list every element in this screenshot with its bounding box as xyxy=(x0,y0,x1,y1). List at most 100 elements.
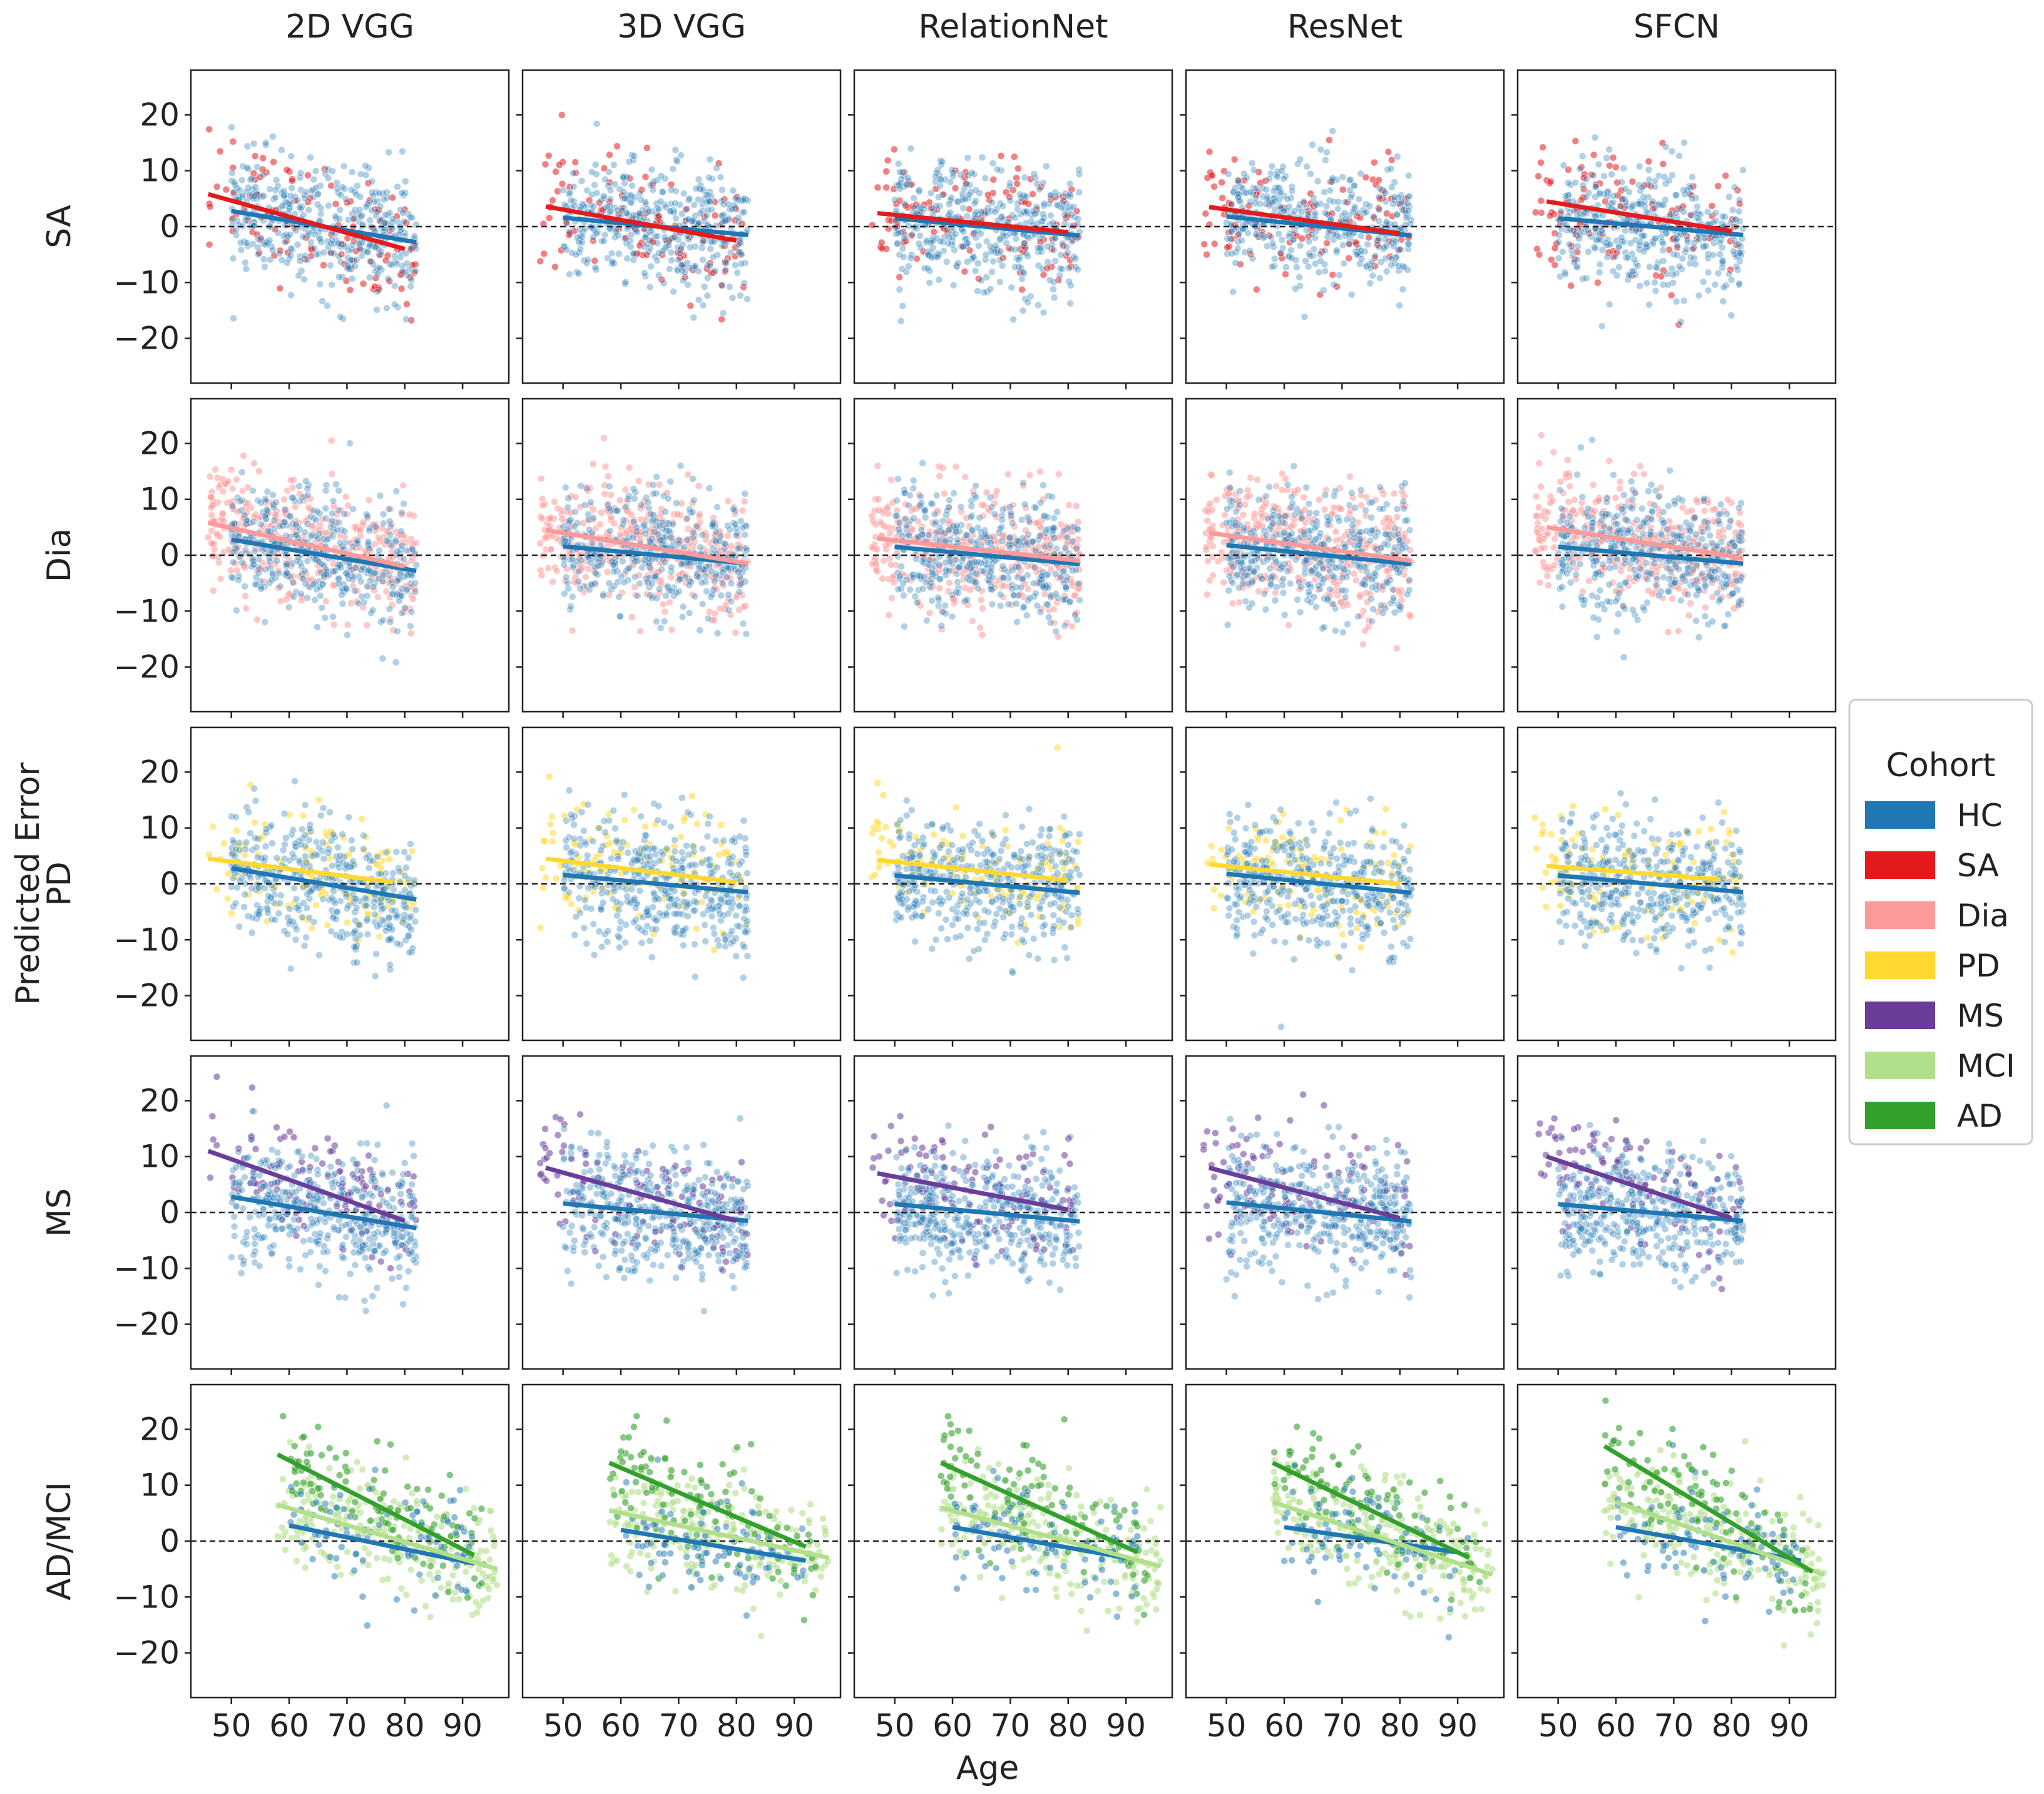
point-HC xyxy=(1555,238,1563,246)
point-HC xyxy=(1063,243,1071,251)
point-HC xyxy=(1637,187,1645,195)
point-HC xyxy=(1374,234,1382,242)
point-Dia xyxy=(1053,598,1061,607)
point-HC xyxy=(262,139,270,147)
point-HC xyxy=(1050,285,1057,294)
point-HC xyxy=(665,265,673,273)
point-HC xyxy=(1570,259,1578,267)
point-Dia xyxy=(603,568,611,576)
point-HC xyxy=(1618,178,1626,186)
point-SA xyxy=(552,168,560,176)
point-Dia xyxy=(655,481,663,489)
point-HC xyxy=(1309,141,1317,149)
point-HC xyxy=(1362,208,1371,216)
point-HC xyxy=(658,247,667,255)
point-HC xyxy=(1055,192,1063,200)
point-HC xyxy=(561,483,570,491)
point-HC xyxy=(349,573,357,580)
point-HC xyxy=(1403,213,1411,222)
point-HC xyxy=(1066,190,1074,198)
point-HC xyxy=(954,198,962,206)
point-HC xyxy=(1636,282,1644,290)
point-HC xyxy=(316,592,324,600)
point-HC xyxy=(268,491,277,499)
point-HC xyxy=(252,580,259,588)
point-HC xyxy=(382,537,391,545)
point-HC xyxy=(902,525,911,532)
point-Dia xyxy=(610,520,618,528)
point-HC xyxy=(954,259,962,267)
point-HC xyxy=(335,580,343,588)
regression-line-SA xyxy=(207,192,406,252)
point-HC xyxy=(1295,273,1304,281)
point-Dia xyxy=(635,572,643,579)
point-HC xyxy=(1736,249,1744,257)
point-HC xyxy=(641,200,650,208)
point-HC xyxy=(299,211,307,219)
point-HC xyxy=(1680,208,1688,216)
point-HC xyxy=(318,604,326,612)
point-HC xyxy=(722,266,730,274)
point-HC xyxy=(407,282,415,290)
point-HC xyxy=(630,256,638,264)
point-HC xyxy=(1277,249,1285,257)
point-HC xyxy=(329,497,337,505)
point-Dia xyxy=(659,600,667,608)
point-HC xyxy=(304,256,312,264)
point-HC xyxy=(996,525,1004,533)
point-SA xyxy=(874,183,882,192)
point-HC xyxy=(1287,254,1295,262)
point-HC xyxy=(1019,479,1027,487)
point-HC xyxy=(1036,185,1043,193)
point-Dia xyxy=(208,540,217,548)
point-HC xyxy=(741,531,749,539)
point-HC xyxy=(1052,627,1060,635)
point-HC xyxy=(1620,165,1628,172)
point-HC xyxy=(1048,240,1056,249)
point-Dia xyxy=(581,573,590,581)
point-HC xyxy=(923,237,931,245)
point-SA xyxy=(1026,175,1035,183)
point-HC xyxy=(972,186,979,194)
point-SA xyxy=(1029,190,1036,198)
point-Dia xyxy=(874,462,882,470)
point-HC xyxy=(1232,249,1240,256)
point-HC xyxy=(1346,176,1354,183)
point-HC xyxy=(996,256,1004,264)
point-HC xyxy=(322,566,330,574)
point-Dia xyxy=(1068,623,1076,630)
point-HC xyxy=(593,230,600,238)
point-HC xyxy=(601,231,609,239)
point-HC xyxy=(933,491,941,500)
point-HC xyxy=(250,222,258,230)
point-HC xyxy=(1396,302,1403,309)
point-HC xyxy=(1628,250,1636,258)
point-HC xyxy=(892,512,900,520)
point-HC xyxy=(944,239,953,247)
point-HC xyxy=(705,197,713,205)
point-HC xyxy=(1248,159,1256,167)
point-SA xyxy=(1365,233,1373,242)
point-SA xyxy=(1200,240,1209,249)
point-SA xyxy=(1236,260,1244,269)
point-HC xyxy=(1681,190,1689,198)
point-Dia xyxy=(661,608,669,616)
point-HC xyxy=(1735,257,1744,265)
point-Dia xyxy=(695,482,703,490)
point-HC xyxy=(936,182,944,190)
point-HC xyxy=(1699,243,1707,251)
point-HC xyxy=(403,585,411,593)
point-SA xyxy=(1010,153,1018,161)
point-HC xyxy=(232,545,240,552)
point-HC xyxy=(742,630,750,638)
point-HC xyxy=(347,186,355,194)
point-HC xyxy=(283,560,291,568)
point-HC xyxy=(591,569,600,577)
point-HC xyxy=(646,237,654,245)
point-HC xyxy=(931,520,939,528)
point-HC xyxy=(645,505,653,512)
point-Dia xyxy=(732,628,739,637)
point-HC xyxy=(371,243,379,252)
point-HC xyxy=(620,188,628,196)
point-HC xyxy=(1393,211,1401,219)
